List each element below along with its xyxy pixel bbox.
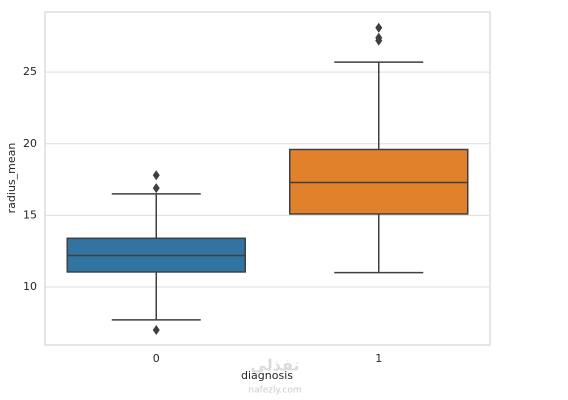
y-tick-label: 10 xyxy=(23,280,37,293)
outlier xyxy=(152,183,160,194)
y-tick-label: 25 xyxy=(23,65,37,78)
y-axis-label: radius_mean xyxy=(5,143,18,214)
x-tick-label: 1 xyxy=(375,352,382,365)
outlier xyxy=(375,35,383,46)
watermark-site: nafezly.com xyxy=(248,386,301,396)
watermark-brand: نفذلي xyxy=(251,356,300,376)
x-tick-label: 0 xyxy=(153,352,160,365)
x-axis-label: diagnosis xyxy=(241,369,293,382)
outlier xyxy=(152,324,160,335)
outlier xyxy=(375,22,383,33)
y-tick-label: 20 xyxy=(23,137,37,150)
outlier xyxy=(152,170,160,181)
y-tick-label: 15 xyxy=(23,208,37,221)
